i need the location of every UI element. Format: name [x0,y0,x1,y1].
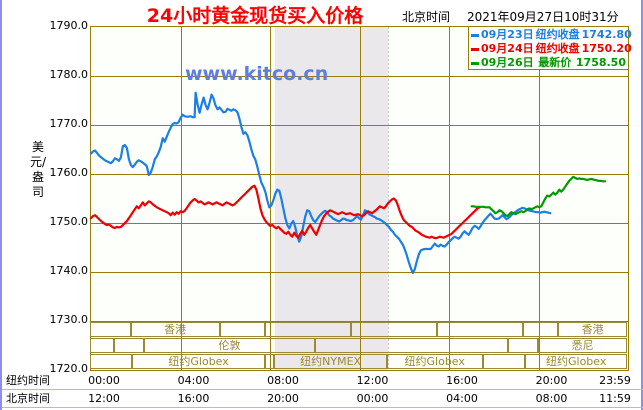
vertical-gridline [181,27,182,370]
x-axis-divider [2,389,643,390]
session-bar [113,338,144,353]
vertical-gridline [539,27,540,370]
y-axis-tick: 1760.0 [49,166,89,179]
session-bar [436,322,524,337]
price-line-09月26日 [470,175,607,218]
session-bar-伦敦: 伦敦 [143,338,316,353]
horizontal-gridline [91,174,628,175]
x-axis-tick: 08:00 [267,374,299,387]
horizontal-gridline [91,223,628,224]
vertical-gridline [360,27,361,370]
chart-legend: 09月23日 纽约收盘 1742.80 09月24日 纽约收盘 1750.20 09月26日… [468,26,632,70]
legend-swatch-icon [471,47,479,51]
legend-date: 09月24日 [481,42,534,55]
legend-value: 1758.50 [575,56,626,69]
x-axis-caption: 纽约时间 [6,374,50,387]
session-bar-纽约NYMEX: 纽约NYMEX [274,354,387,369]
price-line-09月23日 [89,91,552,275]
legend-value: 1750.20 [581,42,632,55]
x-axis-tick: 12:00 [356,374,389,387]
legend-date: 09月26日 [481,56,534,69]
y-axis-tick: 1730.0 [49,313,89,326]
x-axis-row: 北京时间 12:00 16:00 20:00 00:00 04:00 08:00 11:59 [2,390,643,408]
session-bar-纽约Globex: 纽约Globex [386,354,483,369]
legend-description: 最新价 [538,56,572,69]
legend-swatch-icon [471,33,479,37]
x-axis-caption: 北京时间 [6,392,50,405]
x-axis-tick: 00:00 [356,392,389,405]
y-axis-ticks: 1790.0 1780.0 1770.0 1760.0 1750.0 1740.0 1730… [2,19,89,375]
chart-plot-area: www.kitco.cn [89,26,629,371]
y-axis-tick: 1750.0 [49,215,89,228]
session-bar [219,322,266,337]
x-axis-tick: 16:00 [177,392,210,405]
session-bar [90,322,131,337]
x-axis-tick: 23:59 [599,374,631,387]
y-axis-tick: 1780.0 [49,68,89,81]
vertical-gridline [449,27,450,370]
session-bar [315,338,509,353]
session-bar-纽约Globex: 纽约Globex [131,354,266,369]
session-bar [508,338,539,353]
x-axis-tick: 00:00 [88,374,120,387]
session-bar [482,354,526,369]
legend-value: 1742.80 [581,28,632,41]
y-axis-tick: 1740.0 [49,264,89,277]
x-axis-tick: 11:59 [599,392,631,405]
x-axis-tick: 16:00 [446,374,478,387]
legend-description: 纽约收盘 [535,42,580,55]
x-axis-bottom-rule [2,407,643,408]
y-axis-tick: 1770.0 [49,117,89,130]
nymex-session-shading [275,27,389,370]
x-axis-tick: 04:00 [446,392,478,405]
kitco-watermark: www.kitco.cn [185,63,329,85]
timezone-label: 北京时间 [402,10,451,24]
price-line-09月24日 [89,184,481,240]
session-bar [265,322,352,337]
trading-session-bars: 香港 香港 伦敦 悉尼 纽约Globex 纽约NYMEX 纽约Globex 纽约Globex [90,322,629,371]
x-axis-tick: 20:00 [267,392,299,405]
vertical-gridline [270,27,271,370]
session-bar [265,354,275,369]
page-title: 24小时黄金现货买入价格 [146,5,364,27]
session-bar-香港: 香港 [558,322,627,337]
y-axis-tick: 1720.0 [49,362,89,375]
y-axis-title: 美元/盎司 [30,140,47,199]
y-axis-tick: 1790.0 [49,19,89,32]
x-axis-tick: 04:00 [177,374,210,387]
session-bar-悉尼: 悉尼 [538,338,627,353]
legend-swatch-icon [471,61,479,65]
session-bar [351,322,437,337]
legend-description: 纽约收盘 [535,28,580,41]
horizontal-gridline [91,125,628,126]
session-bar [90,338,114,353]
horizontal-gridline [91,76,628,77]
price-series-svg [89,91,607,275]
timestamp: 2021年09月27日10时31分 [467,10,619,24]
session-bar [523,322,559,337]
legend-date: 09月23日 [481,28,534,41]
x-axis: 纽约时间 00:00 04:00 08:00 12:00 16:00 20:00 23:59 北… [2,372,643,410]
legend-row: 09月23日 纽约收盘 1742.80 [471,28,632,42]
horizontal-gridline [91,321,628,322]
x-axis-row: 纽约时间 00:00 04:00 08:00 12:00 16:00 20:00 23:59 [2,372,643,390]
session-bar-纽约Globex: 纽约Globex [525,354,627,369]
legend-row: 09月26日 最新价 1758.50 [471,56,626,70]
session-bar [90,354,132,369]
horizontal-gridline [91,272,628,273]
x-axis-tick: 20:00 [535,374,568,387]
x-axis-tick: 12:00 [88,392,120,405]
session-bar-香港: 香港 [130,322,220,337]
x-axis-tick: 08:00 [535,392,568,405]
legend-row: 09月24日 纽约收盘 1750.20 [471,42,632,56]
